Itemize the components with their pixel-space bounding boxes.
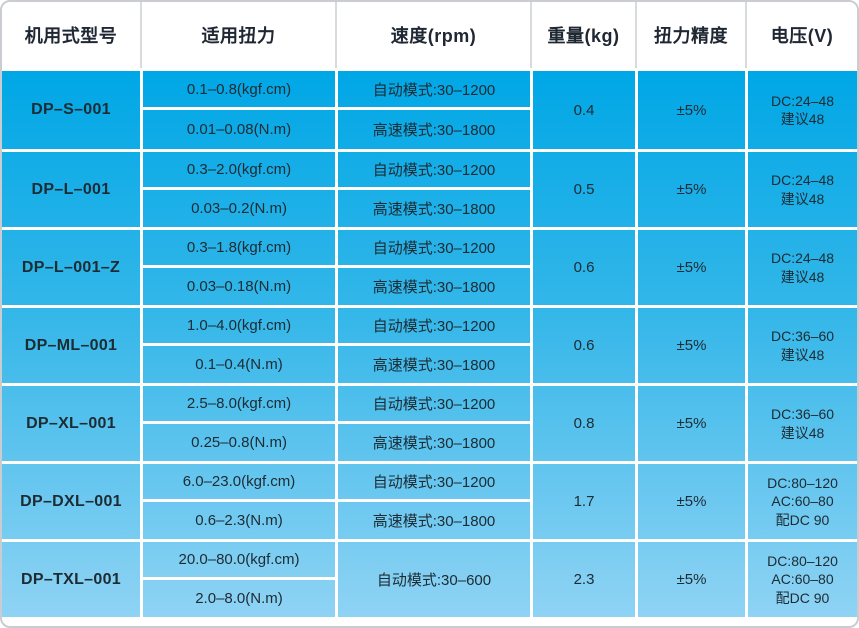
torque-nm-cell: 0.1–0.4(N.m) (140, 345, 335, 383)
model-cell: DP–TXL–001 (21, 570, 121, 588)
header-voltage: 电压(V) (745, 2, 857, 68)
table-header-row: 机用式型号 适用扭力 速度(rpm) 重量(kg) 扭力精度 电压(V) (2, 2, 857, 68)
header-weight: 重量(kg) (530, 2, 635, 68)
voltage-cell: DC:24–48 建议48 (745, 71, 857, 149)
table-row: DP–L–001 0.3–2.0(kgf.cm) 0.03–0.2(N.m) 自… (2, 149, 857, 227)
voltage-line: DC:24–48 (770, 172, 835, 189)
voltage-line: DC:36–60 (770, 406, 835, 423)
torque-kgf-cell: 2.5–8.0(kgf.cm) (140, 386, 335, 424)
voltage-cell: DC:36–60 建议48 (745, 308, 857, 383)
speed-high-cell: 高速模式:30–1800 (335, 110, 530, 149)
torque-nm-cell: 0.25–0.8(N.m) (140, 423, 335, 461)
weight-cell: 0.6 (530, 308, 635, 383)
model-cell: DP–L–001–Z (21, 258, 121, 276)
header-torque: 适用扭力 (140, 2, 335, 68)
accuracy-cell: ±5% (635, 71, 745, 149)
weight-cell: 0.5 (530, 152, 635, 227)
voltage-line: 建议48 (780, 111, 825, 127)
speed-high-cell: 高速模式:30–1800 (335, 423, 530, 461)
torque-nm-cell: 0.6–2.3(N.m) (140, 501, 335, 539)
accuracy-cell: ±5% (635, 308, 745, 383)
table-row: DP–L–001–Z 0.3–1.8(kgf.cm) 0.03–0.18(N.m… (2, 227, 857, 305)
torque-nm-cell: 0.01–0.08(N.m) (140, 110, 335, 149)
voltage-line: 配DC 90 (775, 589, 830, 606)
voltage-cell: DC:24–48 建议48 (745, 152, 857, 227)
voltage-line: 建议48 (780, 424, 825, 441)
voltage-cell: DC:24–48 建议48 (745, 230, 857, 305)
weight-cell: 0.4 (530, 71, 635, 149)
voltage-line: DC:24–48 (770, 250, 835, 267)
table-row: DP–TXL–001 20.0–80.0(kgf.cm) 2.0–8.0(N.m… (2, 539, 857, 617)
header-speed: 速度(rpm) (335, 2, 530, 68)
voltage-line: AC:60–80 (771, 493, 834, 510)
speed-high-cell: 高速模式:30–1800 (335, 267, 530, 305)
table-body: DP–S–001 0.1–0.8(kgf.cm) 0.01–0.08(N.m) … (2, 71, 857, 617)
voltage-line: 建议48 (780, 190, 825, 207)
table-row: DP–DXL–001 6.0–23.0(kgf.cm) 0.6–2.3(N.m)… (2, 461, 857, 539)
voltage-cell: DC:80–120 AC:60–80 配DC 90 (745, 542, 857, 617)
torque-nm-cell: 0.03–0.2(N.m) (140, 189, 335, 227)
accuracy-cell: ±5% (635, 152, 745, 227)
torque-kgf-cell: 1.0–4.0(kgf.cm) (140, 308, 335, 346)
voltage-cell: DC:36–60 建议48 (745, 386, 857, 461)
speed-auto-cell: 自动模式:30–1200 (335, 71, 530, 110)
speed-auto-cell: 自动模式:30–1200 (335, 386, 530, 424)
weight-cell: 0.8 (530, 386, 635, 461)
speed-auto-cell: 自动模式:30–1200 (335, 230, 530, 268)
voltage-cell: DC:80–120 AC:60–80 配DC 90 (745, 464, 857, 539)
voltage-line: DC:36–60 (770, 328, 835, 345)
voltage-line: 建议48 (780, 268, 825, 285)
accuracy-cell: ±5% (635, 542, 745, 617)
speed-high-cell: 高速模式:30–1800 (335, 345, 530, 383)
speed-auto-cell: 自动模式:30–1200 (335, 152, 530, 190)
voltage-line: 建议48 (780, 346, 825, 363)
voltage-line: 配DC 90 (775, 511, 830, 528)
torque-kgf-cell: 0.1–0.8(kgf.cm) (140, 71, 335, 110)
table-row: DP–XL–001 2.5–8.0(kgf.cm) 0.25–0.8(N.m) … (2, 383, 857, 461)
speed-auto-cell: 自动模式:30–1200 (335, 308, 530, 346)
torque-kgf-cell: 0.3–1.8(kgf.cm) (140, 230, 335, 268)
speed-auto-cell: 自动模式:30–600 (335, 542, 530, 617)
torque-kgf-cell: 20.0–80.0(kgf.cm) (140, 542, 335, 580)
header-accuracy: 扭力精度 (635, 2, 745, 68)
table-row: DP–ML–001 1.0–4.0(kgf.cm) 0.1–0.4(N.m) 自… (2, 305, 857, 383)
model-cell: DP–ML–001 (24, 336, 118, 354)
speed-auto-cell: 自动模式:30–1200 (335, 464, 530, 502)
voltage-line: DC:80–120 (767, 475, 838, 492)
torque-nm-cell: 0.03–0.18(N.m) (140, 267, 335, 305)
torque-kgf-cell: 0.3–2.0(kgf.cm) (140, 152, 335, 190)
model-cell: DP–S–001 (31, 101, 111, 118)
weight-cell: 0.6 (530, 230, 635, 305)
accuracy-cell: ±5% (635, 386, 745, 461)
weight-cell: 2.3 (530, 542, 635, 617)
speed-high-cell: 高速模式:30–1800 (335, 501, 530, 539)
model-cell: DP–XL–001 (26, 414, 116, 432)
accuracy-cell: ±5% (635, 230, 745, 305)
voltage-line: DC:80–120 (767, 553, 838, 570)
weight-cell: 1.7 (530, 464, 635, 539)
torque-nm-cell: 2.0–8.0(N.m) (140, 579, 335, 617)
header-model: 机用式型号 (24, 26, 118, 46)
table-row: DP–S–001 0.1–0.8(kgf.cm) 0.01–0.08(N.m) … (2, 71, 857, 149)
accuracy-cell: ±5% (635, 464, 745, 539)
model-cell: DP–DXL–001 (20, 492, 122, 510)
voltage-line: AC:60–80 (771, 571, 834, 588)
speed-high-cell: 高速模式:30–1800 (335, 189, 530, 227)
model-cell: DP–L–001 (31, 180, 111, 198)
voltage-line: DC:24–48 (770, 92, 835, 109)
torque-kgf-cell: 6.0–23.0(kgf.cm) (140, 464, 335, 502)
